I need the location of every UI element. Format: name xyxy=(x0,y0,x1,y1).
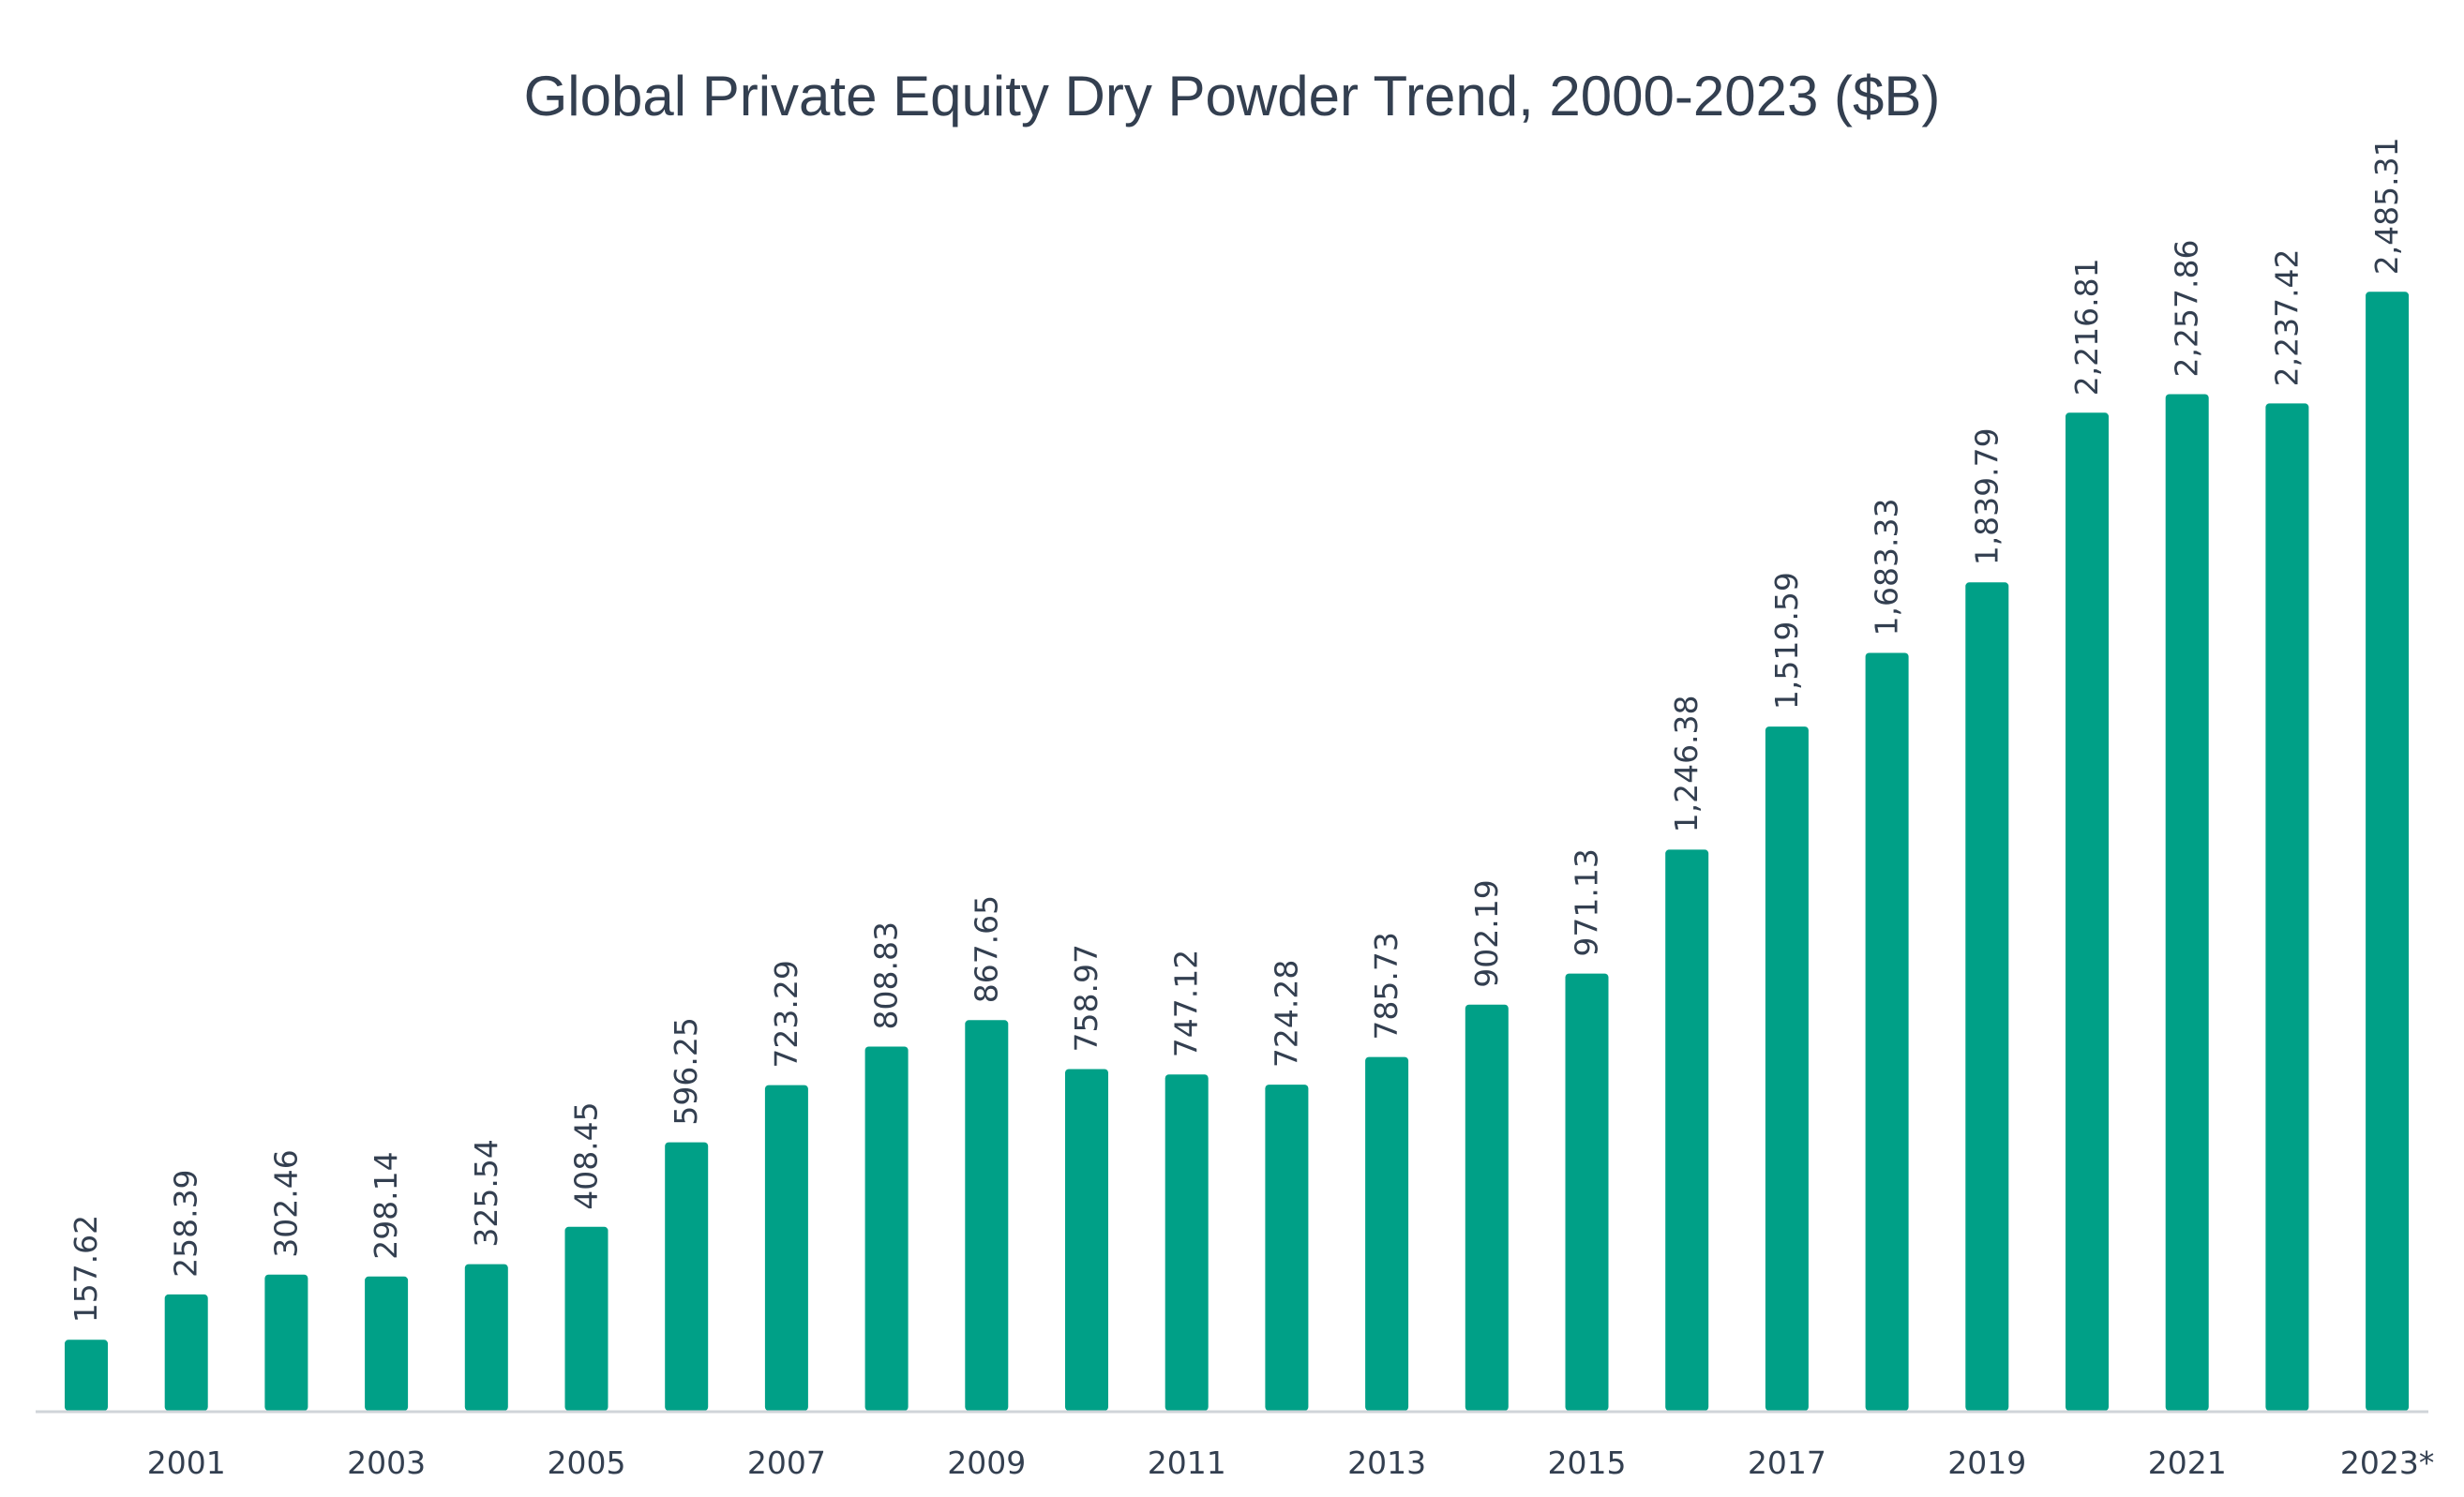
value-label-2012: 724.28 xyxy=(1268,960,1304,1068)
bar-2014 xyxy=(1465,1004,1509,1411)
bar-2007 xyxy=(764,1085,808,1411)
value-label-2020: 2,216.81 xyxy=(2068,258,2105,396)
value-label-2017: 1,519.59 xyxy=(1768,572,1805,710)
bar-2012 xyxy=(1265,1085,1309,1411)
bar-2000 xyxy=(65,1340,108,1411)
value-label-2001: 258.39 xyxy=(168,1169,204,1277)
value-label-2023: 2,485.31 xyxy=(2368,137,2405,275)
value-label-2021: 2,257.86 xyxy=(2169,240,2205,378)
value-label-2008: 808.83 xyxy=(868,921,905,1029)
bar-2001 xyxy=(164,1294,208,1411)
bar-2018 xyxy=(1865,652,1909,1411)
value-label-2000: 157.62 xyxy=(68,1215,104,1323)
value-label-2003: 298.14 xyxy=(368,1151,404,1259)
bar-2004 xyxy=(464,1264,508,1411)
value-label-2016: 1,246.38 xyxy=(1668,695,1705,832)
bar-2002 xyxy=(264,1274,308,1411)
value-labels-group: 157.62 258.39 302.46 298.14 325.54 408.45 596.… xyxy=(68,137,2405,1323)
bar-2013 xyxy=(1365,1056,1409,1411)
value-label-2022: 2,237.42 xyxy=(2268,248,2305,386)
value-label-2019: 1,839.79 xyxy=(1968,427,2005,565)
value-label-2010: 758.97 xyxy=(1068,944,1104,1052)
x-tick-label-2009: 2009 xyxy=(947,1445,1026,1481)
value-label-2014: 902.19 xyxy=(1468,879,1505,987)
x-tick-label-2007: 2007 xyxy=(747,1445,826,1481)
x-tick-label-2013: 2013 xyxy=(1347,1445,1426,1481)
value-label-2005: 408.45 xyxy=(568,1101,605,1209)
bar-2019 xyxy=(1965,582,2009,1411)
bar-2015 xyxy=(1565,973,1609,1411)
bar-2017 xyxy=(1765,726,1809,1411)
chart-title: Global Private Equity Dry Powder Trend, … xyxy=(523,65,1941,127)
value-label-2002: 302.46 xyxy=(267,1149,304,1257)
bar-2022 xyxy=(2265,403,2309,1411)
value-label-2009: 867.65 xyxy=(968,895,1004,1003)
x-tick-label-2017: 2017 xyxy=(1748,1445,1826,1481)
x-tick-label-2019: 2019 xyxy=(1947,1445,2026,1481)
value-label-2006: 596.25 xyxy=(668,1017,704,1125)
bar-2020 xyxy=(2066,412,2109,1411)
bars-group xyxy=(65,292,2410,1411)
bar-2008 xyxy=(864,1046,909,1411)
bar-2006 xyxy=(665,1142,709,1411)
bar-2003 xyxy=(365,1276,409,1411)
bar-2016 xyxy=(1665,849,1709,1411)
x-tick-label-2005: 2005 xyxy=(548,1445,626,1481)
value-label-2015: 971.13 xyxy=(1569,848,1605,956)
bar-2023 xyxy=(2366,292,2410,1411)
value-label-2018: 1,683.33 xyxy=(1869,499,1905,636)
x-tick-label-2003: 2003 xyxy=(347,1445,426,1481)
x-tick-label-2001: 2001 xyxy=(147,1445,226,1481)
x-tick-labels-group: 2001 2003 2005 2007 2009 2011 2013 2015 2017 2019… xyxy=(147,1445,2435,1481)
x-tick-label-2023: 2023* xyxy=(2340,1445,2434,1481)
value-label-2004: 325.54 xyxy=(468,1139,504,1247)
bar-2011 xyxy=(1164,1074,1209,1411)
value-label-2013: 785.73 xyxy=(1368,932,1405,1040)
value-label-2007: 723.29 xyxy=(768,960,804,1068)
bar-2021 xyxy=(2165,394,2209,1411)
bar-2009 xyxy=(965,1020,1009,1411)
value-label-2011: 747.12 xyxy=(1168,950,1205,1057)
bar-2005 xyxy=(564,1226,608,1411)
x-tick-label-2021: 2021 xyxy=(2148,1445,2227,1481)
bar-2010 xyxy=(1065,1069,1108,1411)
x-tick-label-2015: 2015 xyxy=(1548,1445,1627,1481)
x-tick-label-2011: 2011 xyxy=(1148,1445,1226,1481)
